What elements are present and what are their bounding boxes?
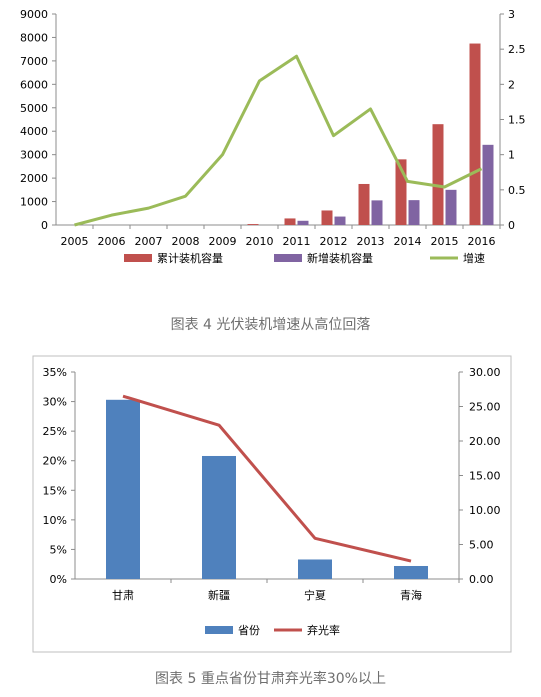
left-tick-label: 5000 [20,102,48,115]
x-tick-label: 2006 [98,235,126,248]
left-tick-label: 4000 [20,125,48,138]
x-tick-label: 2009 [209,235,237,248]
legend-label: 新增装机容量 [307,251,373,265]
legend-swatch [205,626,233,634]
left-tick-label: 35% [43,366,67,379]
bar-series-0 [321,210,333,225]
bar-series-0 [106,399,140,579]
x-tick-label: 2011 [283,235,311,248]
left-tick-label: 0 [41,219,48,232]
legend-label: 弃光率 [307,623,340,637]
legend-label: 累计装机容量 [157,251,223,265]
right-tick-label: 10.00 [469,504,501,517]
right-tick-label: 30.00 [469,366,501,379]
x-tick-label: 甘肃 [112,589,134,602]
x-tick-label: 2007 [135,235,163,248]
bar-series-0 [395,159,407,225]
chart-frame [32,355,512,653]
left-tick-label: 25% [43,425,67,438]
right-tick-label: 15.00 [469,470,501,483]
left-tick-label: 10% [43,514,67,527]
bar-series-0 [469,43,481,225]
bar-series-0 [432,124,444,225]
left-tick-label: 9000 [20,8,48,21]
right-tick-label: 3 [508,8,515,21]
right-tick-label: 20.00 [469,435,501,448]
right-tick-label: 0 [508,219,515,232]
left-tick-label: 3000 [20,149,48,162]
x-tick-label: 2010 [246,235,274,248]
bar-series-1 [445,189,457,225]
line-series-0 [122,394,412,563]
left-tick-label: 0% [50,573,67,586]
bar-series-1 [297,220,309,225]
left-tick-label: 8000 [20,31,48,44]
x-tick-label: 2013 [357,235,385,248]
chart-curtailment-rate: 0% 5% 10% 15% 20% 25% 30% 35% 0.00 5.00 10.00 15.00… [32,355,512,653]
bar-series-1 [371,200,383,225]
legend-label: 省份 [238,624,260,637]
left-tick-label: 30% [43,396,67,409]
legend-swatch [124,254,152,262]
x-tick-label: 新疆 [208,588,230,602]
x-tick-label: 2014 [394,235,422,248]
left-tick-label: 2000 [20,172,48,185]
bar-series-0 [284,218,296,225]
bar-series-1 [334,216,346,225]
bar-series-1 [408,200,420,225]
left-tick-label: 15% [43,484,67,497]
left-tick-label: 7000 [20,55,48,68]
left-tick-label: 5% [50,543,67,556]
right-tick-label: 1 [508,149,515,162]
right-tick-label: 5.00 [469,539,494,552]
bar-series-0 [202,455,236,579]
right-tick-label: 25.00 [469,401,501,414]
legend-swatch [274,254,302,262]
line-series-0 [74,54,483,227]
x-tick-label: 2015 [431,235,459,248]
caption-chart-5: 图表 5 重点省份甘肃弃光率30%以上 [155,671,386,687]
bar-series-1 [482,144,494,225]
right-tick-label: 1.5 [508,114,526,127]
right-tick-label: 0.5 [508,184,526,197]
right-tick-label: 2 [508,78,515,91]
bar-series-0 [358,183,370,225]
x-tick-label: 青海 [400,588,422,602]
bar-series-0 [298,559,332,579]
x-tick-label: 2012 [320,235,348,248]
x-tick-label: 2005 [61,235,89,248]
x-tick-label: 2008 [172,235,200,248]
bar-series-0 [247,224,259,225]
legend-label: 增速 [463,251,485,265]
bar-series-0 [394,565,428,579]
right-tick-label: 2.5 [508,43,526,56]
left-tick-label: 20% [43,455,67,468]
x-tick-label: 2016 [468,235,496,248]
x-tick-label: 宁夏 [304,588,326,602]
left-tick-label: 1000 [20,196,48,209]
left-tick-label: 6000 [20,78,48,91]
caption-chart-4: 图表 4 光伏装机增速从高位回落 [170,317,371,333]
right-tick-label: 0.00 [469,573,494,586]
chart-installed-capacity: 0 1000 2000 3000 4000 5000 6000 7000 8000 9000 0 0.… [20,8,526,265]
